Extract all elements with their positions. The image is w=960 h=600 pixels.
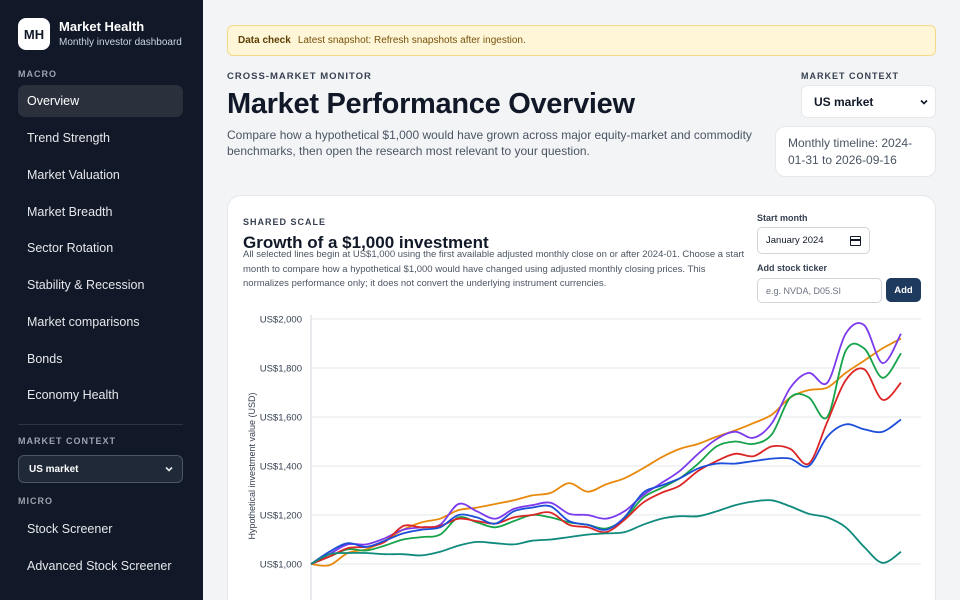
start-month-input[interactable]: January 2024 xyxy=(757,227,870,254)
growth-chart-card: SHARED SCALE Growth of a $1,000 investme… xyxy=(227,195,936,600)
chevron-down-icon xyxy=(165,466,173,472)
sidebar-item-overview[interactable]: Overview xyxy=(18,85,183,117)
series-line-0 xyxy=(310,337,902,567)
sidebar-item-advanced-stock-screener[interactable]: Advanced Stock Screener xyxy=(18,550,183,582)
market-context-select[interactable]: US market xyxy=(801,85,936,118)
sidebar-item-market-comparisons[interactable]: Market comparisons xyxy=(18,306,183,338)
sidebar: MH Market Health Monthly investor dashbo… xyxy=(0,0,203,600)
sidebar-item-label: Market Valuation xyxy=(27,168,120,182)
y-tick-label: US$1,600 xyxy=(260,413,302,424)
ticker-input[interactable]: e.g. NVDA, D05.SI xyxy=(757,278,882,303)
y-tick-label: US$1,800 xyxy=(260,364,302,375)
sidebar-item-bonds[interactable]: Bonds xyxy=(18,343,183,375)
series-line-4 xyxy=(310,418,902,565)
card-title: Growth of a $1,000 investment xyxy=(243,233,489,252)
y-tick-label: US$1,400 xyxy=(260,462,302,473)
page-title: Market Performance Overview xyxy=(227,88,635,120)
sidebar-item-label: Economy Health xyxy=(27,388,119,402)
sidebar-item-label: Trend Strength xyxy=(27,131,110,145)
sidebar-item-label: Bonds xyxy=(27,352,63,366)
sidebar-item-stability-recession[interactable]: Stability & Recession xyxy=(18,269,183,301)
series-line-1 xyxy=(310,322,902,565)
banner-text: Latest snapshot: Refresh snapshots after… xyxy=(297,35,526,46)
start-month-label: Start month xyxy=(757,213,808,223)
sidebar-item-label: Market comparisons xyxy=(27,315,140,329)
sidebar-item-sector-rotation[interactable]: Sector Rotation xyxy=(18,232,183,264)
sidebar-item-market-valuation[interactable]: Market Valuation xyxy=(18,159,183,191)
series-line-5 xyxy=(310,499,902,565)
market-context-heading: MARKET CONTEXT xyxy=(18,436,116,446)
banner-label: Data check xyxy=(238,35,291,46)
ticker-placeholder: e.g. NVDA, D05.SI xyxy=(766,285,842,296)
card-kicker: SHARED SCALE xyxy=(243,217,327,227)
y-tick-label: US$1,200 xyxy=(260,511,302,522)
brand-logo: MH xyxy=(18,18,50,50)
start-month-value: January 2024 xyxy=(766,235,824,246)
sidebar-item-label: Market Breadth xyxy=(27,205,113,219)
timeline-info: Monthly timeline: 2024-01-31 to 2026-09-… xyxy=(775,126,936,177)
sidebar-divider xyxy=(18,424,183,425)
data-check-banner: Data check Latest snapshot: Refresh snap… xyxy=(227,25,936,56)
brand-subtitle: Monthly investor dashboard xyxy=(59,36,182,48)
card-description: All selected lines begin at US$1,000 usi… xyxy=(243,249,745,289)
page-description: Compare how a hypothetical $1,000 would … xyxy=(227,128,752,158)
brand[interactable]: MH Market Health Monthly investor dashbo… xyxy=(18,18,182,50)
y-tick-label: US$2,000 xyxy=(260,315,302,326)
micro-heading: MICRO xyxy=(18,496,53,506)
sidebar-item-label: Stock Screener xyxy=(27,522,113,536)
sidebar-item-label: Overview xyxy=(27,94,80,108)
sidebar-item-label: Stability & Recession xyxy=(27,278,145,292)
sidebar-item-market-breadth[interactable]: Market Breadth xyxy=(18,196,183,228)
series-line-3 xyxy=(310,367,902,565)
sidebar-item-stock-screener[interactable]: Stock Screener xyxy=(18,513,183,545)
sidebar-item-economy-health[interactable]: Economy Health xyxy=(18,379,183,411)
chevron-down-icon xyxy=(920,99,928,105)
macro-heading: MACRO xyxy=(18,69,57,79)
y-tick-label: US$1,000 xyxy=(260,560,302,571)
market-context-label: MARKET CONTEXT xyxy=(801,71,899,81)
sidebar-market-context-value: US market xyxy=(29,463,79,475)
sidebar-item-trend-strength[interactable]: Trend Strength xyxy=(18,122,183,154)
series-line-2 xyxy=(310,342,902,565)
y-axis-title: Hypothetical investment value (USD) xyxy=(247,392,257,539)
page-kicker: CROSS-MARKET MONITOR xyxy=(227,71,372,82)
calendar-icon[interactable] xyxy=(850,236,861,246)
ticker-label: Add stock ticker xyxy=(757,263,828,273)
add-ticker-button[interactable]: Add xyxy=(886,278,921,302)
market-context-value: US market xyxy=(814,94,874,109)
sidebar-item-label: Sector Rotation xyxy=(27,241,114,255)
sidebar-market-context-select[interactable]: US market xyxy=(18,455,183,483)
growth-chart: US$1,000 US$1,200 US$1,400 US$1,600 US$1,800… xyxy=(247,315,921,600)
brand-title: Market Health xyxy=(59,18,145,34)
sidebar-item-label: Advanced Stock Screener xyxy=(27,559,172,573)
